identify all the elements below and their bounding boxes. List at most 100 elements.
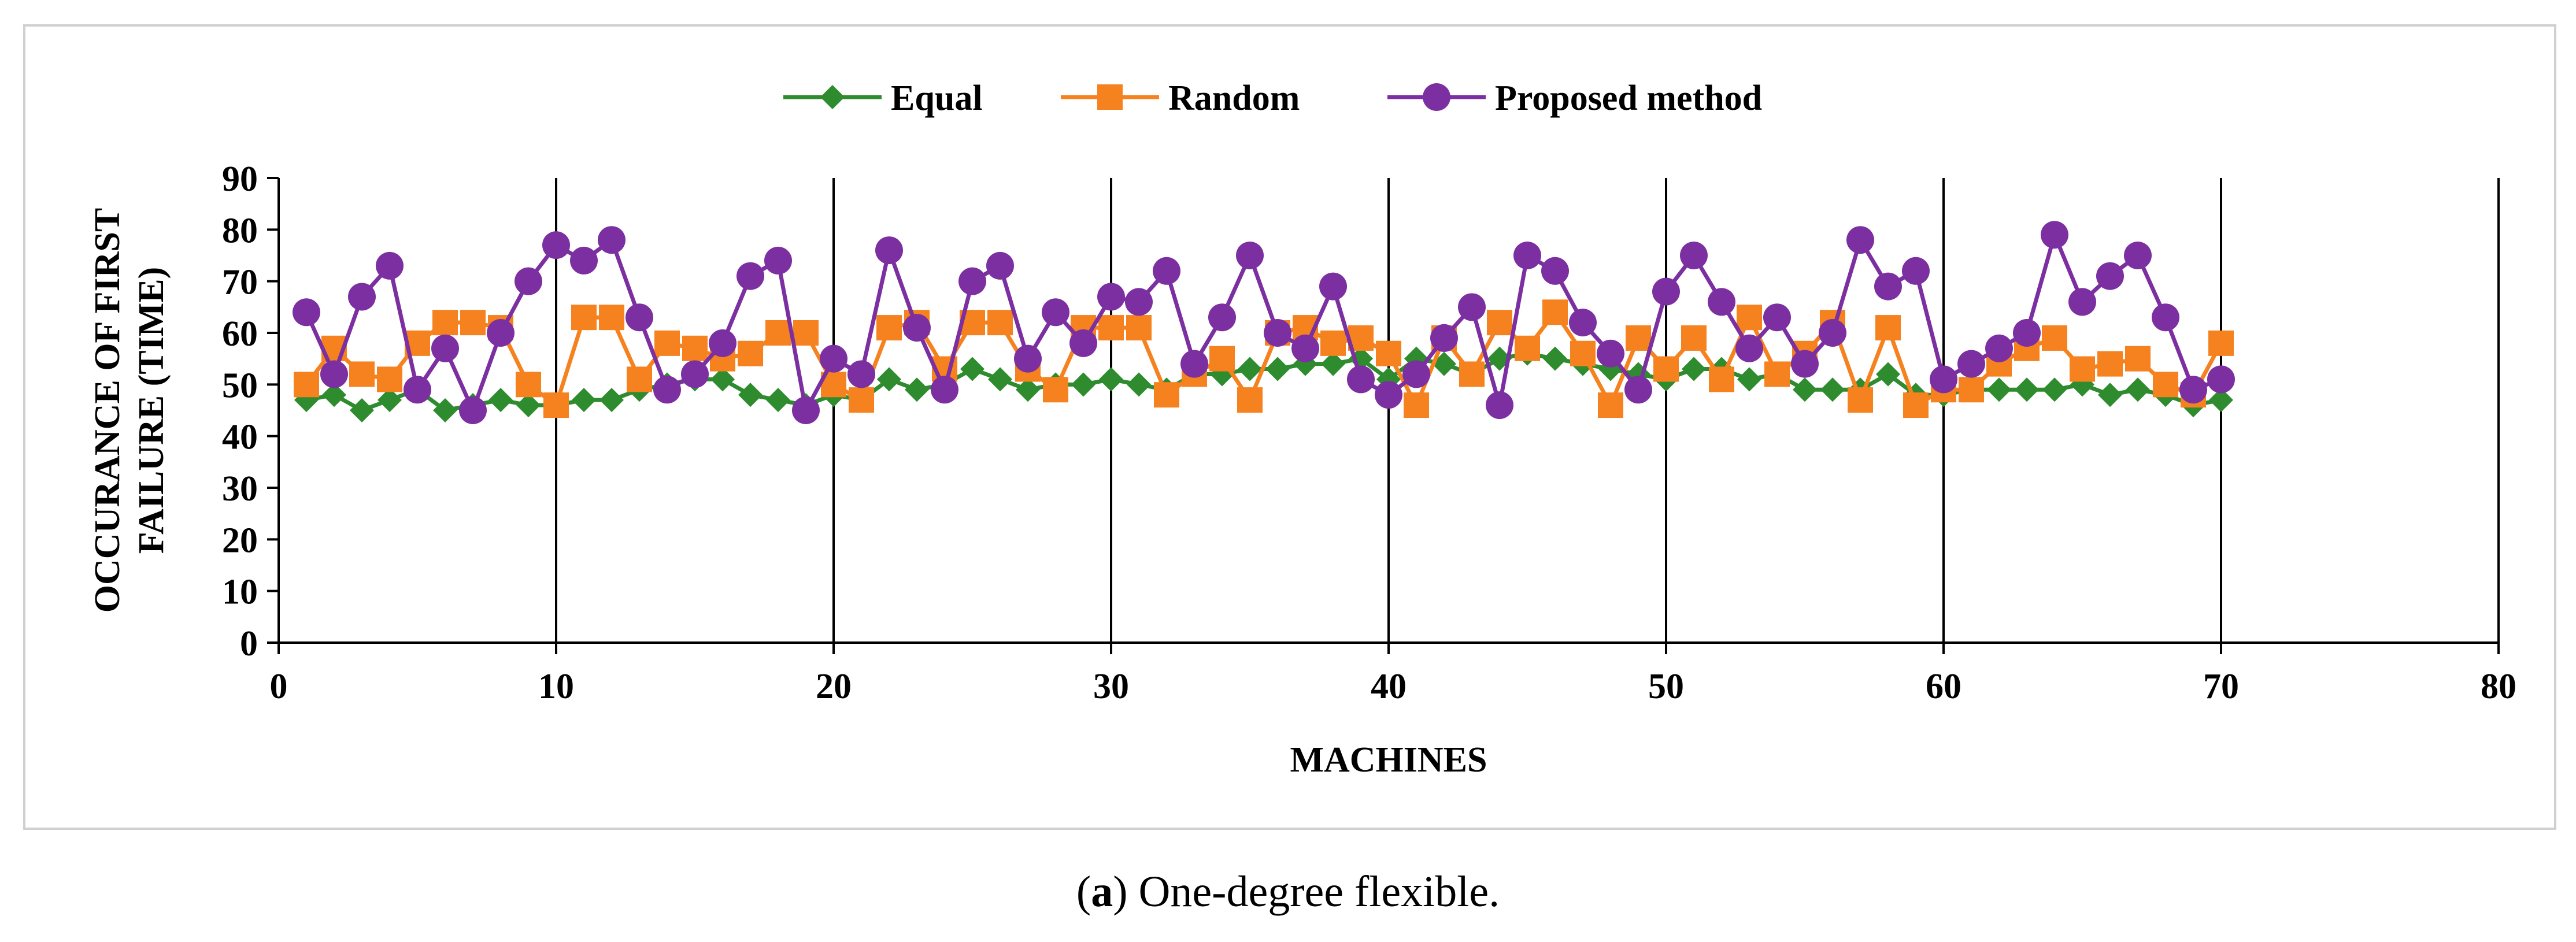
data-point-random bbox=[516, 372, 541, 398]
data-point-random bbox=[1237, 387, 1263, 413]
data-point-proposed-method bbox=[1125, 288, 1153, 316]
data-point-equal bbox=[2098, 383, 2122, 407]
gridlines bbox=[555, 178, 2500, 643]
data-point-equal bbox=[1682, 357, 1706, 381]
x-tick-label: 30 bbox=[1093, 667, 1129, 706]
data-point-proposed-method bbox=[2152, 303, 2179, 332]
data-point-equal bbox=[2042, 377, 2067, 402]
figure-caption: (a) One-degree flexible. bbox=[1076, 867, 1500, 916]
data-point-random bbox=[1043, 377, 1068, 403]
data-point-random bbox=[1959, 377, 1984, 403]
data-point-random bbox=[1376, 340, 1401, 366]
x-axis-title: MACHINES bbox=[1290, 740, 1487, 780]
y-tick-label: 90 bbox=[222, 160, 258, 199]
data-point-random bbox=[1515, 335, 1540, 361]
data-point-proposed-method bbox=[736, 262, 764, 290]
data-point-proposed-method bbox=[1375, 381, 1402, 409]
x-tick-label: 60 bbox=[1926, 667, 1961, 706]
data-point-proposed-method bbox=[1569, 309, 1597, 337]
data-point-proposed-method bbox=[431, 334, 459, 362]
series-proposed-method bbox=[293, 221, 2235, 424]
x-tick-label: 40 bbox=[1371, 667, 1407, 706]
data-point-random bbox=[1404, 392, 1429, 418]
y-axis-title-line: FAILURE (TIME) bbox=[132, 267, 171, 554]
data-point-proposed-method bbox=[764, 246, 792, 275]
data-point-proposed-method bbox=[986, 251, 1014, 280]
data-point-proposed-method bbox=[1153, 257, 1180, 285]
data-point-proposed-method bbox=[1763, 303, 1791, 332]
caption-letter: a bbox=[1091, 867, 1113, 916]
y-tick-label: 0 bbox=[240, 624, 258, 663]
data-point-proposed-method bbox=[1874, 272, 1902, 301]
data-point-equal bbox=[516, 393, 541, 418]
data-point-proposed-method bbox=[320, 360, 348, 388]
data-point-proposed-method bbox=[626, 303, 653, 332]
data-point-random bbox=[1098, 315, 1124, 341]
series-line-proposed-method bbox=[304, 232, 2222, 413]
data-point-equal bbox=[1543, 346, 1567, 371]
data-point-random bbox=[627, 366, 652, 392]
data-point-equal bbox=[1737, 367, 1761, 392]
data-point-random bbox=[1570, 340, 1596, 366]
data-point-random bbox=[1154, 382, 1179, 408]
y-tick-label: 40 bbox=[222, 418, 258, 457]
data-point-equal bbox=[1876, 362, 1900, 387]
y-axis-title-line: OCCURANCE OF FIRST bbox=[88, 208, 127, 613]
data-point-random bbox=[1209, 346, 1235, 372]
data-point-random bbox=[849, 387, 874, 413]
legend-marker-random bbox=[1097, 84, 1123, 110]
x-tick-label: 10 bbox=[538, 667, 574, 706]
data-point-random bbox=[599, 305, 624, 331]
data-point-proposed-method bbox=[1069, 329, 1097, 357]
data-point-proposed-method bbox=[1680, 242, 1708, 269]
data-point-random bbox=[1626, 325, 1651, 351]
data-point-random bbox=[2208, 330, 2234, 356]
legend: Equal Random Proposed method bbox=[783, 79, 1762, 118]
y-tick-label: 50 bbox=[222, 366, 258, 405]
data-point-proposed-method bbox=[1430, 324, 1458, 352]
data-point-equal bbox=[599, 388, 624, 413]
data-point-proposed-method bbox=[820, 344, 847, 373]
data-point-equal bbox=[988, 367, 1012, 392]
y-tick-label: 70 bbox=[222, 263, 258, 302]
caption-text: One-degree flexible. bbox=[1138, 867, 1500, 916]
data-point-proposed-method bbox=[348, 283, 376, 311]
legend-label-equal: Equal bbox=[891, 79, 983, 118]
data-point-random bbox=[765, 320, 791, 346]
series-group bbox=[293, 221, 2235, 424]
data-point-proposed-method bbox=[1985, 334, 2013, 362]
y-tick-label: 30 bbox=[222, 469, 258, 509]
data-point-proposed-method bbox=[404, 376, 431, 404]
data-point-proposed-method bbox=[709, 329, 736, 357]
data-point-proposed-method bbox=[1097, 283, 1125, 311]
x-tick-label: 70 bbox=[2203, 667, 2239, 706]
data-point-random bbox=[2097, 351, 2123, 377]
data-point-proposed-method bbox=[1319, 272, 1347, 301]
data-point-equal bbox=[1793, 377, 1817, 402]
data-point-equal bbox=[377, 388, 402, 413]
axes bbox=[267, 177, 2500, 654]
data-point-random bbox=[349, 361, 375, 387]
data-point-proposed-method bbox=[2179, 376, 2207, 404]
data-point-proposed-method bbox=[1180, 350, 1208, 378]
data-point-proposed-method bbox=[1458, 293, 1486, 321]
legend-label-proposed-method: Proposed method bbox=[1495, 79, 1762, 118]
data-point-equal bbox=[877, 367, 901, 392]
data-point-equal bbox=[766, 388, 790, 413]
data-point-proposed-method bbox=[1846, 226, 1874, 254]
x-tick-label: 0 bbox=[270, 667, 288, 706]
data-point-proposed-method bbox=[1735, 334, 1763, 362]
x-tick-label: 20 bbox=[816, 667, 852, 706]
data-point-random bbox=[1737, 305, 1762, 331]
x-tick-label: 50 bbox=[1648, 667, 1684, 706]
data-point-equal bbox=[960, 357, 984, 381]
data-point-proposed-method bbox=[2013, 319, 2041, 347]
data-point-proposed-method bbox=[1402, 360, 1430, 388]
data-point-random bbox=[1459, 361, 1485, 387]
data-point-equal bbox=[488, 388, 513, 413]
data-point-equal bbox=[1016, 377, 1040, 402]
data-point-equal bbox=[350, 398, 374, 422]
data-point-proposed-method bbox=[903, 314, 931, 342]
data-point-proposed-method bbox=[1486, 391, 1513, 420]
data-point-proposed-method bbox=[847, 360, 875, 388]
